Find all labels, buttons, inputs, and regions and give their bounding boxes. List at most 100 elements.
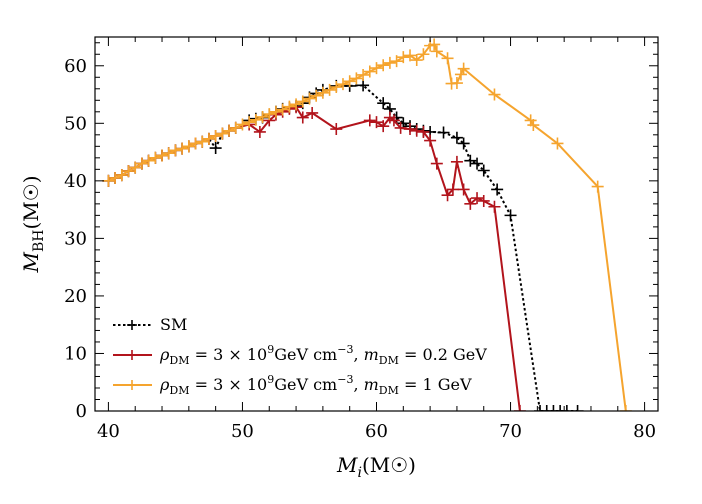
y-axis-title: MBH(M☉): [19, 176, 47, 274]
series-0-point-15: [209, 142, 222, 155]
series-2-point-16: [209, 129, 222, 142]
series-0-point-33: [357, 79, 370, 92]
series-2-point-41: [377, 59, 390, 72]
x-axis-title-sub: i: [357, 465, 361, 481]
y-tick-label-20: 20: [64, 286, 87, 307]
series-2-point-29: [296, 95, 309, 108]
series-2-point-51: [441, 52, 454, 65]
series-1-point-31: [370, 116, 383, 129]
series-2-point-19: [229, 121, 242, 134]
series-2-point-10: [169, 144, 182, 157]
series-1-point-34: [387, 114, 400, 127]
series-0-point-34: [377, 97, 390, 110]
series-1-point-49: [513, 405, 526, 411]
series-0-point-55: [571, 405, 584, 411]
series-2-point-17: [216, 127, 229, 140]
series-2-point-53: [450, 77, 463, 90]
series-2-point-24: [263, 108, 276, 121]
series-2-point-27: [283, 100, 296, 113]
series-1: [102, 101, 526, 411]
y-axis-title-main: M: [19, 252, 43, 274]
series-2-point-35: [336, 78, 349, 91]
x-axis-title: Mi(M☉): [336, 453, 416, 481]
series-1-point-42: [446, 183, 459, 196]
series-2-point-9: [162, 147, 175, 160]
series-2-point-32: [316, 86, 329, 99]
series-2-point-34: [330, 81, 343, 94]
series-1-point-37: [410, 124, 423, 137]
series-2-point-14: [196, 135, 209, 148]
series-2-point-5: [135, 157, 148, 170]
series-1-point-32: [377, 120, 390, 133]
series-2-point-36: [343, 75, 356, 88]
series-0-point-48: [491, 183, 504, 196]
series-2-point-58: [527, 119, 540, 132]
series-0-point-44: [457, 137, 470, 150]
series-1-point-41: [441, 189, 454, 202]
series-0-point-45: [464, 154, 477, 167]
legend-item-0: SM: [113, 315, 187, 334]
x-tick-label-70: 70: [499, 421, 522, 442]
series-1-point-45: [464, 197, 477, 210]
series-2-point-31: [310, 89, 323, 102]
series-2-point-49: [428, 38, 441, 51]
series-0-point-47: [477, 164, 490, 177]
series-2-point-15: [202, 132, 215, 145]
series-2-point-38: [357, 68, 370, 81]
series-2-point-11: [176, 142, 189, 155]
series-2-point-7: [149, 151, 162, 164]
series-2-point-60: [591, 180, 604, 193]
legend-item-1: ρDM = 3 × 109GeV cm−3, mDM = 0.2 GeV: [113, 343, 487, 367]
legend-marker-2: [127, 380, 137, 390]
legend-label-2: ρDM = 3 × 109GeV cm−3, mDM = 1 GeV: [159, 373, 472, 397]
series-2-point-3: [122, 165, 135, 178]
legend-label-0: SM: [160, 315, 187, 334]
series-0-point-53: [554, 405, 567, 411]
series-0-point-51: [540, 405, 553, 411]
y-tick-label-60: 60: [64, 56, 87, 77]
series-2-point-55: [457, 62, 470, 75]
series-1-point-35: [394, 121, 407, 134]
x-tick-label-60: 60: [365, 421, 388, 442]
series-2-point-61: [619, 405, 632, 411]
series-0-point-52: [547, 405, 560, 411]
y-tick-label-40: 40: [64, 171, 87, 192]
series-1-point-28: [306, 106, 319, 119]
series-1-point-40: [430, 157, 443, 170]
series-1-point-39: [424, 134, 437, 147]
series-layer: [102, 38, 632, 411]
series-0-point-49: [504, 209, 517, 222]
series-2-point-39: [363, 65, 376, 78]
series-2-point-12: [182, 140, 195, 153]
series-0-point-43: [450, 131, 463, 144]
series-1-point-38: [417, 125, 430, 138]
series-2-point-46: [410, 54, 423, 67]
series-2: [102, 38, 632, 411]
series-2-point-59: [551, 137, 564, 150]
series-0-point-54: [560, 405, 573, 411]
series-2-point-50: [430, 45, 443, 58]
series-0-point-46: [471, 157, 484, 170]
series-2-point-33: [323, 83, 336, 96]
series-1-point-36: [404, 123, 417, 136]
series-2-point-25: [269, 105, 282, 118]
series-2-point-22: [249, 113, 262, 126]
x-axis-title-main: M: [336, 453, 358, 477]
series-2-point-45: [404, 49, 417, 62]
series-2-point-28: [290, 98, 303, 111]
y-axis-title-unit: (M☉): [19, 176, 43, 230]
series-2-point-26: [276, 103, 289, 116]
y-tick-label-50: 50: [64, 113, 87, 134]
series-2-point-56: [488, 88, 501, 101]
y-tick-label-30: 30: [64, 228, 87, 249]
series-2-point-47: [417, 48, 430, 61]
x-axis-title-unit: (M☉): [362, 453, 416, 477]
series-2-point-18: [223, 124, 236, 137]
series-2-point-42: [383, 56, 396, 69]
series-0-point-42: [437, 126, 450, 139]
series-1-point-30: [363, 114, 376, 127]
series-2-point-40: [370, 62, 383, 75]
series-2-point-8: [156, 149, 169, 162]
